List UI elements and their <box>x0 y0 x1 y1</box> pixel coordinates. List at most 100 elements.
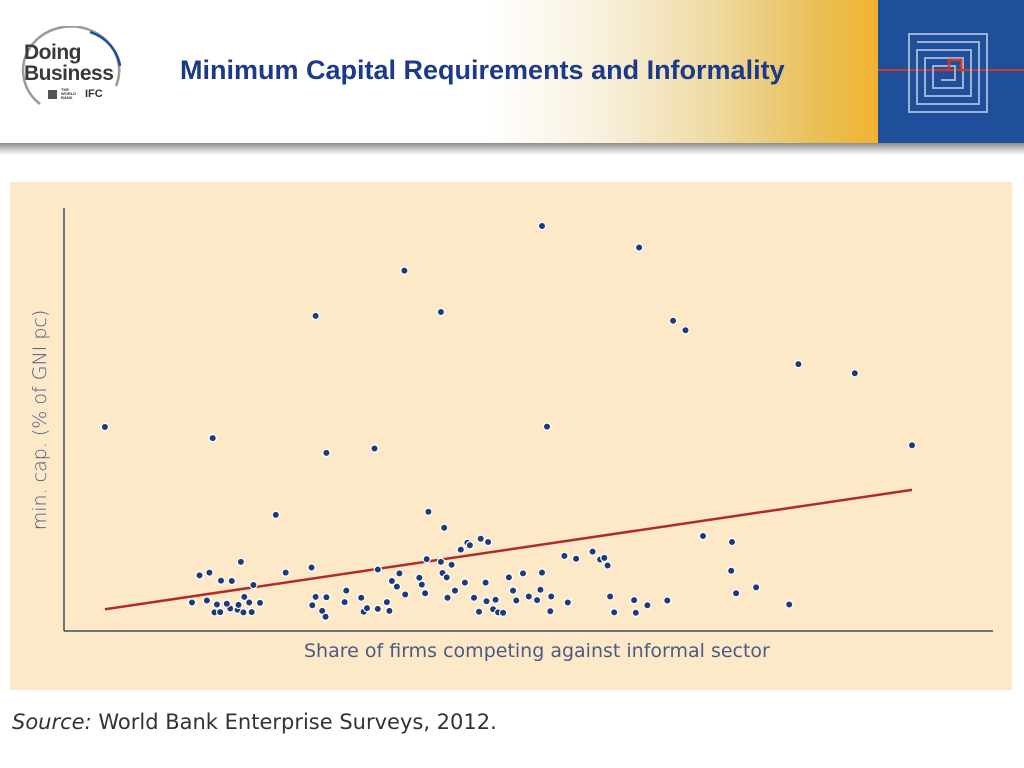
data-point <box>244 598 254 607</box>
x-axis-label: Share of firms competing against informa… <box>304 640 770 662</box>
data-point <box>518 569 528 578</box>
data-point <box>247 607 256 617</box>
data-point <box>202 596 212 605</box>
data-point <box>727 566 736 575</box>
data-point <box>382 597 392 607</box>
data-point <box>731 589 741 598</box>
data-point <box>311 592 320 602</box>
data-point <box>208 433 217 443</box>
chart-panel <box>10 182 1012 690</box>
data-point <box>322 448 331 458</box>
source-text: World Bank Enterprise Surveys, 2012. <box>98 710 497 734</box>
data-point <box>271 510 280 520</box>
data-point <box>727 537 737 547</box>
data-point <box>456 545 465 554</box>
data-point <box>498 608 508 618</box>
data-point <box>440 523 449 532</box>
data-point <box>698 531 708 541</box>
data-point <box>340 597 349 607</box>
data-point <box>465 541 475 550</box>
data-point <box>249 580 258 590</box>
data-point <box>850 369 860 378</box>
data-point <box>436 307 446 317</box>
data-point <box>239 608 248 617</box>
worldbank-emblem-icon <box>48 89 57 99</box>
data-point <box>227 576 236 586</box>
data-point <box>532 595 542 605</box>
data-point <box>195 571 204 580</box>
data-point <box>362 603 372 613</box>
data-point <box>215 607 225 617</box>
data-point <box>100 422 110 432</box>
data-point <box>424 507 433 516</box>
data-point <box>281 568 290 577</box>
data-point <box>205 568 214 577</box>
logo-worldbank: THE WORLD BANK <box>61 87 77 100</box>
data-point <box>187 598 197 607</box>
data-point <box>420 589 430 598</box>
header-shadow <box>0 143 1024 155</box>
trend-line <box>104 488 913 611</box>
data-point <box>537 568 547 577</box>
data-point <box>907 441 917 450</box>
data-point <box>443 593 452 602</box>
data-point <box>212 600 222 609</box>
data-point <box>508 586 518 595</box>
data-point <box>322 593 331 602</box>
data-point <box>681 326 690 335</box>
logo-ifc: IFC <box>85 88 103 100</box>
data-point <box>255 598 265 608</box>
data-point <box>311 311 320 321</box>
data-point <box>512 596 521 605</box>
data-point <box>631 608 641 618</box>
data-point <box>222 599 231 608</box>
data-point <box>603 561 612 570</box>
data-point <box>450 586 460 595</box>
data-point <box>643 601 652 610</box>
data-point <box>536 585 545 595</box>
data-point <box>481 578 490 587</box>
data-point <box>663 596 672 605</box>
data-point <box>395 569 404 578</box>
data-point <box>546 607 555 616</box>
data-point <box>422 554 431 564</box>
data-point <box>373 565 382 574</box>
header-accent-line <box>878 69 1024 71</box>
data-point <box>600 553 609 563</box>
y-axis-label: min. cap. (% of GNI pc) <box>29 309 51 531</box>
data-point <box>447 560 456 569</box>
doing-business-logo: Doing Business THE WORLD BANK IFC <box>20 26 130 116</box>
data-point <box>357 593 366 602</box>
header-banner <box>0 0 1024 143</box>
data-point <box>308 601 317 610</box>
logo-line2: Business <box>24 62 114 85</box>
data-point <box>387 576 397 586</box>
data-point <box>794 359 803 369</box>
data-point <box>476 534 485 544</box>
data-point <box>417 580 426 589</box>
source-note: Source: World Bank Enterprise Surveys, 2… <box>12 710 497 734</box>
data-point <box>469 593 479 602</box>
scatter-chart <box>63 208 993 632</box>
data-point <box>385 606 394 616</box>
data-point <box>236 557 246 567</box>
data-point <box>321 612 330 622</box>
data-point <box>629 595 639 605</box>
data-point <box>401 590 410 599</box>
data-point <box>524 592 534 601</box>
data-point <box>460 578 470 587</box>
data-point <box>342 586 351 595</box>
data-point <box>610 608 619 617</box>
data-point <box>634 243 644 252</box>
page-title: Minimum Capital Requirements and Informa… <box>180 55 785 85</box>
data-point <box>588 547 597 556</box>
data-point <box>668 316 678 325</box>
data-point <box>373 604 382 614</box>
data-point <box>240 592 249 602</box>
data-point <box>442 573 451 582</box>
data-point <box>474 607 484 616</box>
data-point <box>571 554 581 563</box>
data-point <box>392 582 402 591</box>
data-point <box>400 266 409 275</box>
data-point <box>482 597 491 606</box>
